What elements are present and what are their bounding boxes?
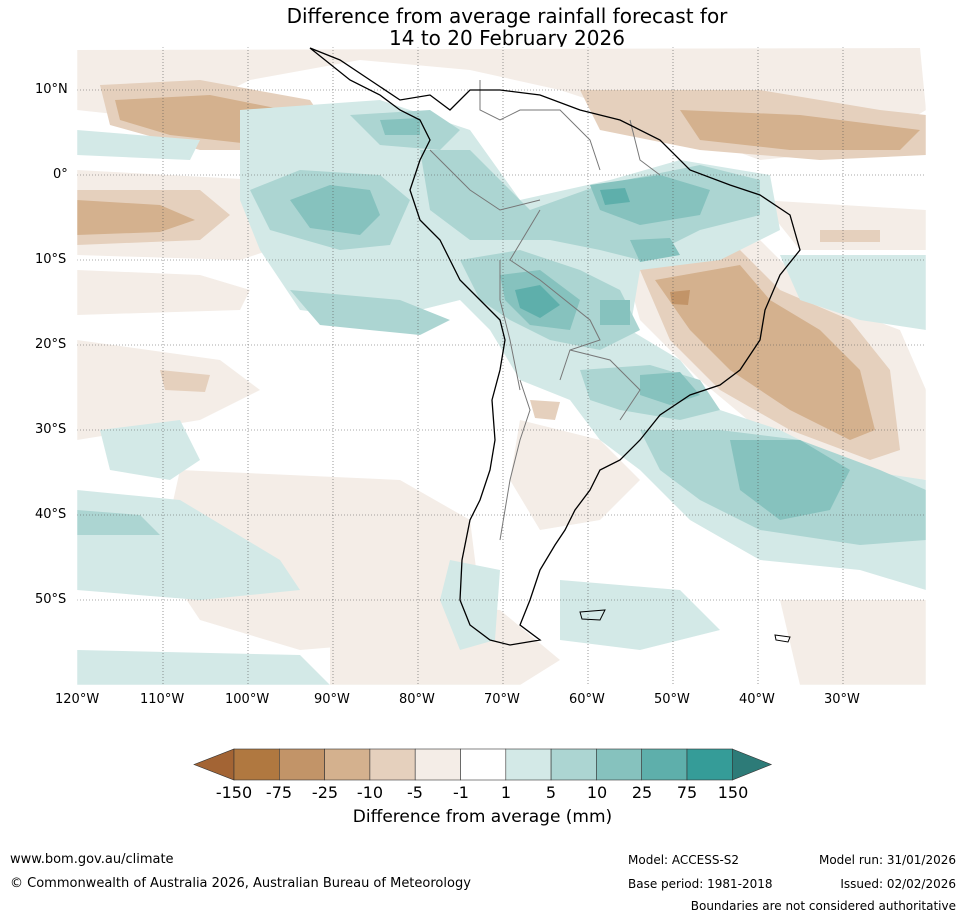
map-title-line1: Difference from average rainfall forecas… — [286, 4, 728, 28]
colorbar-swatch — [641, 748, 688, 781]
model-run-text: Model run: 31/01/2026 — [818, 853, 956, 867]
lat-label-50s: 50°S — [35, 592, 67, 607]
lon-label-90w: 90°W — [314, 692, 350, 707]
lat-label-20s: 20°S — [35, 337, 67, 352]
colorbar-swatch — [686, 748, 733, 781]
colorbar-label: 25 — [631, 783, 653, 802]
colorbar-swatch — [505, 748, 552, 781]
colorbar-swatch — [233, 748, 280, 781]
website-link[interactable]: www.bom.gov.au/climate — [10, 852, 174, 867]
colorbar-swatch — [414, 748, 461, 781]
model-text: Model: ACCESS-S2 — [628, 853, 740, 867]
lon-label-30w: 30°W — [824, 692, 860, 707]
copyright-text: © Commonwealth of Australia 2026, Austra… — [10, 876, 471, 891]
rainfall-anomaly-field — [77, 47, 926, 685]
lat-label-0: 0° — [53, 167, 68, 182]
lon-label-40w: 40°W — [739, 692, 775, 707]
lon-label-60w: 60°W — [569, 692, 605, 707]
lat-label-10s: 10°S — [35, 252, 67, 267]
colorbar-label: -150 — [215, 783, 253, 802]
country-borders — [429, 80, 661, 541]
lon-label-120w: 120°W — [55, 692, 100, 707]
colorbar-label: -75 — [265, 783, 293, 802]
colorbar-extend-low — [193, 748, 235, 781]
colorbar-swatch — [324, 748, 371, 781]
colorbar-swatch — [369, 748, 416, 781]
lon-label-110w: 110°W — [140, 692, 185, 707]
graticule — [77, 47, 926, 685]
colorbar-title: Difference from average (mm) — [352, 807, 613, 827]
colorbar-label: -25 — [311, 783, 339, 802]
colorbar-label: 1 — [500, 783, 512, 802]
lat-label-40s: 40°S — [35, 507, 67, 522]
map-title-line2: 14 to 20 February 2026 — [389, 26, 625, 50]
lon-label-50w: 50°W — [654, 692, 690, 707]
colorbar-swatch — [460, 748, 507, 781]
colorbar-label: -10 — [356, 783, 384, 802]
colorbar-label: 10 — [586, 783, 608, 802]
colorbar-label: 5 — [545, 783, 557, 802]
colorbar-swatch — [596, 748, 643, 781]
colorbar-swatch — [550, 748, 597, 781]
coastline — [309, 47, 801, 646]
lat-label-10n: 10°N — [35, 82, 68, 97]
colorbar-extend-high — [731, 748, 773, 781]
disclaimer-text: Boundaries are not considered authoritat… — [690, 899, 956, 913]
lon-label-80w: 80°W — [399, 692, 435, 707]
lon-label-70w: 70°W — [484, 692, 520, 707]
colorbar — [193, 748, 773, 781]
colorbar-label: 150 — [717, 783, 749, 802]
lon-label-100w: 100°W — [225, 692, 270, 707]
colorbar-label: -5 — [407, 783, 423, 802]
colorbar-label: 75 — [676, 783, 698, 802]
lat-label-30s: 30°S — [35, 422, 67, 437]
colorbar-swatch — [278, 748, 325, 781]
issued-text: Issued: 02/02/2026 — [840, 877, 956, 891]
base-period-text: Base period: 1981-2018 — [628, 877, 773, 891]
colorbar-label: -1 — [453, 783, 469, 802]
